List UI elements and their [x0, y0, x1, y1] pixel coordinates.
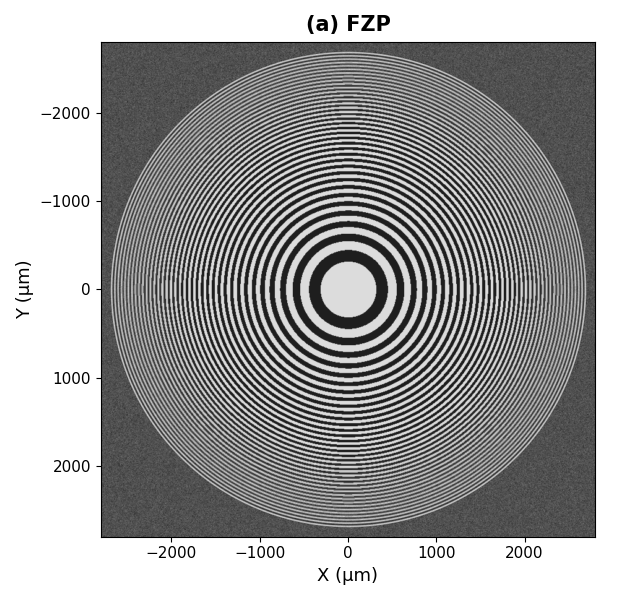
X-axis label: X (μm): X (μm) [317, 567, 378, 585]
Title: (a) FZP: (a) FZP [306, 15, 391, 35]
Y-axis label: Y (μm): Y (μm) [16, 260, 34, 319]
